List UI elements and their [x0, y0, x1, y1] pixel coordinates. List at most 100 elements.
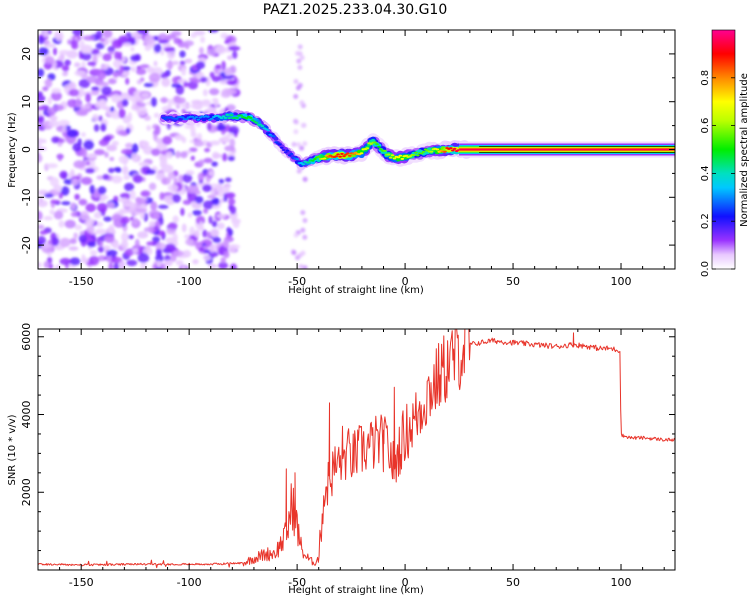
noise-speckle: [141, 140, 150, 148]
noise-speckle: [195, 215, 206, 225]
noise-speckle: [162, 135, 173, 145]
noise-speckle: [293, 79, 299, 84]
ridge-cell: [287, 154, 292, 157]
noise-speckle: [174, 134, 184, 141]
noise-speckle: [173, 177, 178, 185]
noise-speckle: [190, 132, 197, 138]
noise-speckle: [84, 103, 90, 110]
noise-speckle: [108, 167, 115, 174]
noise-speckle: [156, 260, 162, 268]
noise-speckle: [74, 193, 80, 200]
noise-speckle: [197, 172, 205, 181]
noise-speckle: [302, 218, 308, 223]
snr-x-tick-label: -100: [177, 576, 202, 589]
noise-speckle: [119, 65, 124, 75]
ridge-cell: [449, 147, 453, 150]
noise-speckle: [75, 109, 88, 116]
ridge-cell: [386, 153, 391, 156]
noise-speckle: [81, 132, 86, 138]
noise-speckle: [148, 72, 161, 83]
noise-speckle: [61, 201, 71, 206]
noise-speckle: [181, 67, 187, 76]
snr-xlabel: Height of straight line (km): [288, 585, 424, 596]
ridge-cell: [206, 115, 210, 118]
ridge-cell: [359, 152, 364, 155]
ridge-cell: [435, 148, 440, 151]
noise-speckle: [232, 220, 240, 229]
noise-speckle: [212, 237, 221, 244]
ridge-cell: [365, 147, 370, 150]
noise-speckle: [102, 53, 112, 62]
noise-speckle: [53, 184, 62, 192]
noise-speckle: [195, 196, 204, 204]
noise-speckle: [208, 170, 214, 177]
noise-speckle: [142, 145, 154, 155]
noise-speckle: [209, 71, 215, 79]
noise-speckle: [42, 86, 49, 92]
noise-speckle: [180, 207, 185, 216]
noise-speckle: [159, 157, 168, 167]
noise-speckle: [83, 140, 94, 150]
noise-speckle: [226, 80, 238, 86]
noise-speckle: [90, 48, 100, 55]
noise-speckle: [296, 58, 302, 64]
noise-speckle: [59, 170, 68, 179]
noise-speckle: [123, 175, 131, 180]
carrier-band-layer: [459, 148, 675, 151]
noise-speckle: [293, 94, 299, 99]
ridge-cell: [278, 143, 282, 146]
noise-speckle: [83, 35, 95, 41]
ridge-cell: [322, 157, 327, 160]
noise-speckle: [190, 103, 199, 109]
noise-speckle: [146, 66, 155, 74]
noise-speckle: [78, 87, 85, 97]
noise-speckle: [180, 151, 188, 159]
noise-speckle: [86, 75, 98, 84]
noise-speckle: [102, 30, 113, 39]
colorbar-tick-label: 0.8: [700, 70, 711, 86]
ridge-cell: [443, 150, 447, 153]
noise-speckle: [129, 189, 136, 200]
noise-speckle: [118, 197, 130, 203]
noise-speckle: [228, 45, 241, 51]
noise-speckle: [203, 157, 213, 164]
noise-speckle: [58, 119, 70, 126]
noise-speckle: [144, 197, 154, 204]
snr-x-tick-label: -150: [69, 576, 94, 589]
noise-speckle: [47, 107, 57, 116]
noise-speckle: [67, 82, 75, 90]
noise-speckle: [61, 124, 67, 133]
noise-speckle: [291, 250, 297, 256]
noise-speckle: [38, 152, 42, 162]
noise-speckle: [69, 238, 77, 245]
noise-speckle: [215, 64, 222, 70]
noise-speckle: [129, 216, 134, 221]
noise-speckle: [135, 208, 148, 213]
noise-speckle: [181, 136, 187, 144]
noise-speckle: [93, 124, 100, 132]
ridge-cell: [313, 158, 317, 160]
noise-speckle: [201, 100, 212, 107]
noise-speckle: [299, 145, 305, 151]
noise-speckle: [67, 39, 72, 45]
noise-speckle: [80, 210, 89, 221]
snr-series-line: [38, 329, 675, 569]
noise-speckle: [167, 184, 179, 192]
ridge-cell: [346, 152, 350, 155]
spectrogram-y-tick-label: 10: [20, 95, 33, 109]
noise-speckle: [100, 123, 107, 132]
noise-speckle: [44, 56, 55, 65]
noise-speckle: [224, 145, 236, 152]
noise-speckle: [207, 194, 216, 199]
noise-speckle: [44, 193, 54, 198]
noise-speckle: [150, 201, 158, 211]
noise-speckle: [79, 40, 85, 51]
ridge-cell: [414, 151, 418, 154]
noise-speckle: [215, 185, 224, 192]
noise-speckle: [53, 210, 64, 220]
noise-speckle: [75, 98, 82, 108]
noise-speckle: [127, 36, 136, 43]
noise-speckle: [58, 220, 65, 228]
noise-speckle: [222, 75, 234, 80]
